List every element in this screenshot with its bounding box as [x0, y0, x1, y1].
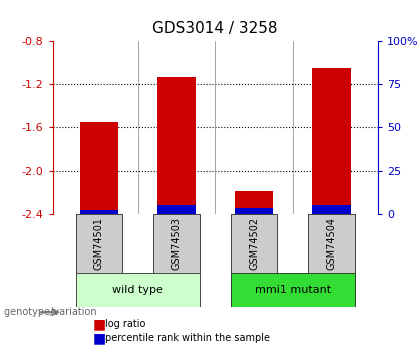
Text: GSM74501: GSM74501 — [94, 217, 104, 269]
Text: ■: ■ — [92, 331, 105, 345]
FancyBboxPatch shape — [153, 214, 200, 273]
Text: GSM74503: GSM74503 — [171, 217, 181, 269]
FancyBboxPatch shape — [231, 273, 355, 307]
Bar — [235, 208, 273, 214]
Bar — [80, 210, 118, 214]
Bar — [312, 68, 351, 214]
Text: genotype/variation: genotype/variation — [4, 307, 100, 317]
Bar — [157, 77, 196, 214]
Text: ■: ■ — [92, 317, 105, 331]
Bar — [235, 191, 273, 214]
FancyBboxPatch shape — [76, 214, 122, 273]
FancyBboxPatch shape — [231, 214, 277, 273]
Title: GDS3014 / 3258: GDS3014 / 3258 — [152, 21, 278, 36]
Text: wild type: wild type — [112, 285, 163, 295]
Bar — [80, 122, 118, 214]
FancyBboxPatch shape — [76, 273, 200, 307]
Text: percentile rank within the sample: percentile rank within the sample — [105, 333, 270, 343]
Text: GSM74502: GSM74502 — [249, 217, 259, 270]
FancyBboxPatch shape — [308, 214, 355, 273]
Text: GSM74504: GSM74504 — [326, 217, 336, 269]
Bar — [312, 205, 351, 214]
Text: mmi1 mutant: mmi1 mutant — [255, 285, 331, 295]
Text: log ratio: log ratio — [105, 319, 145, 329]
Bar — [157, 205, 196, 214]
